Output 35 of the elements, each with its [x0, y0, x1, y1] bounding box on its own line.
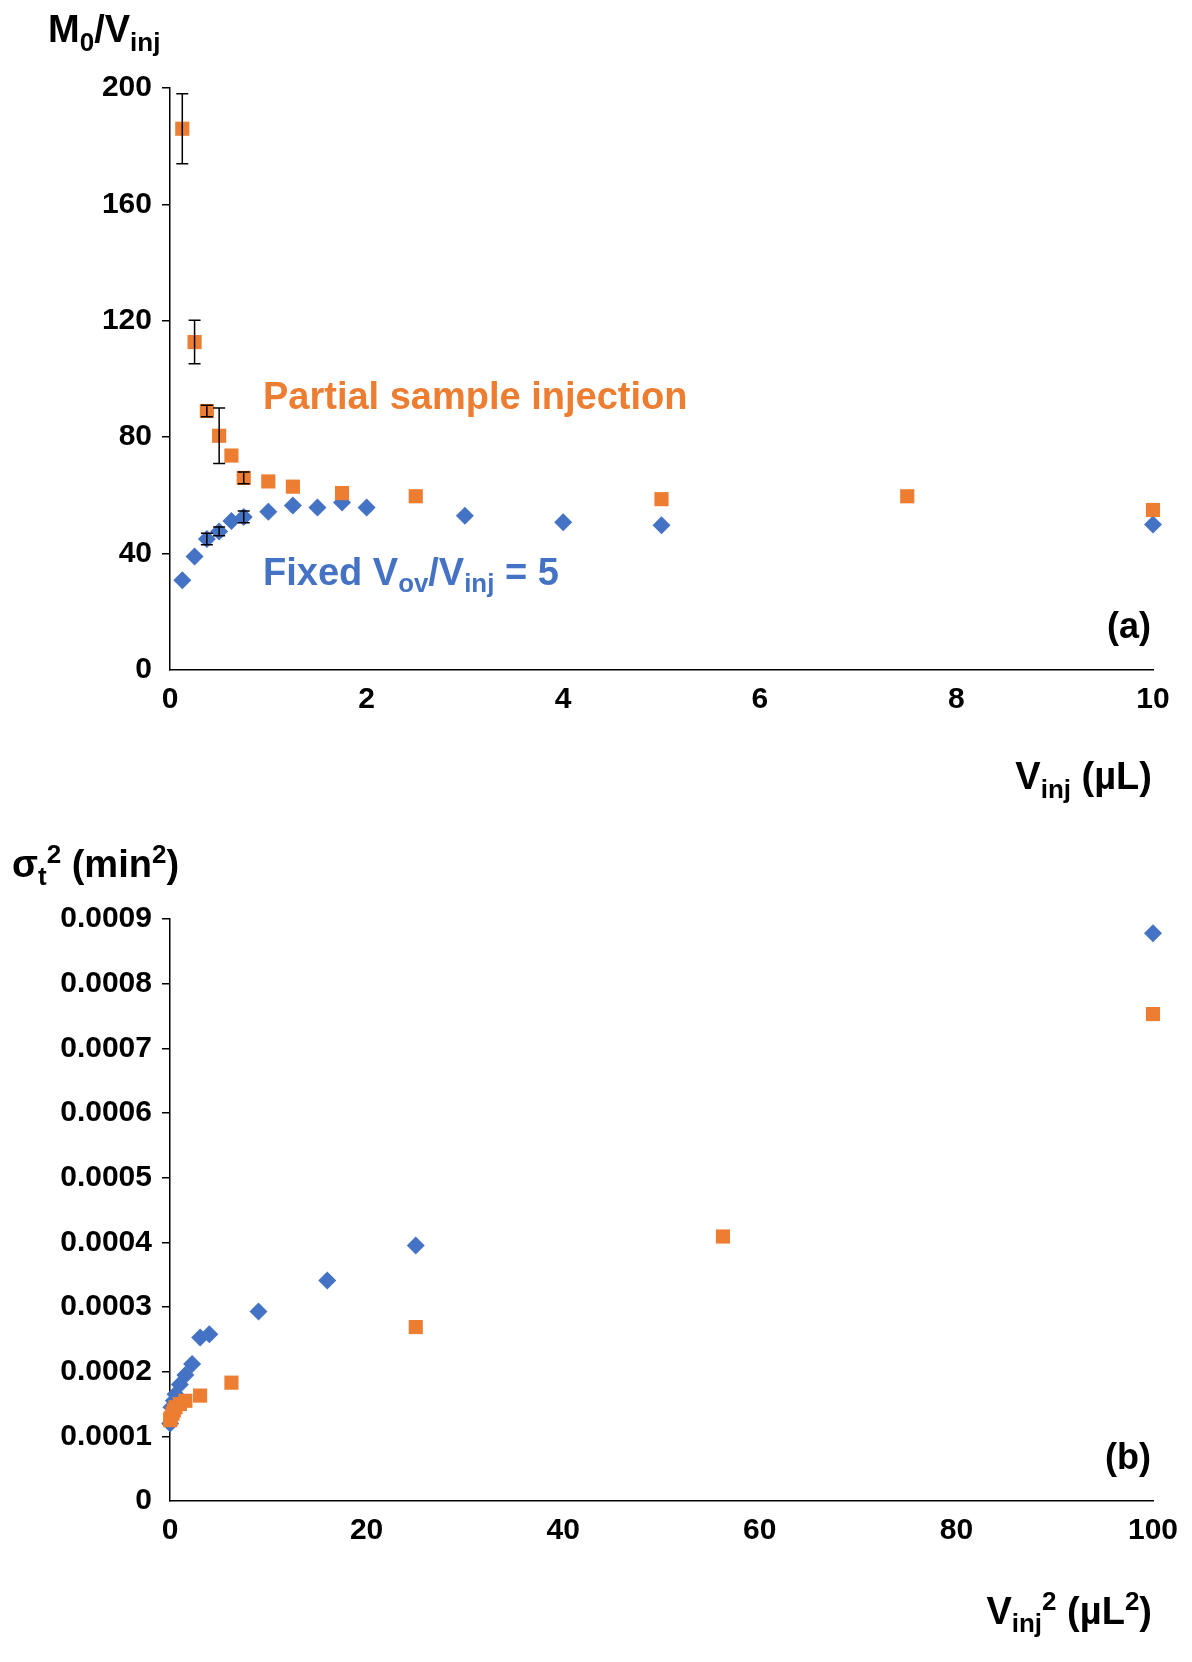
- x-tick-label: 0: [161, 681, 179, 715]
- x-tick-label: 80: [939, 1512, 974, 1546]
- x-tick-label: 100: [1127, 1512, 1179, 1546]
- x-axis-title: V$_{inj}$ (µL): [1015, 755, 1152, 805]
- y-tick-label: 160: [101, 185, 152, 219]
- x-tick-label: 40: [546, 1512, 580, 1546]
- y-axis-title: M$_{0}$/V$_{inj}$: [48, 8, 161, 58]
- y-tick-label: 0.0009: [60, 900, 152, 934]
- x-tick-label: 2: [358, 681, 375, 715]
- x-axis-title: V$_{inj}$$^{2}$ (µL$^{2}$): [986, 1586, 1152, 1640]
- y-tick-label: 80: [118, 418, 152, 452]
- x-tick-label: 8: [948, 681, 965, 715]
- x-tick-label: 4: [554, 681, 572, 715]
- y-tick-label: 0.0003: [60, 1288, 152, 1322]
- y-tick-label: 0.0007: [60, 1029, 152, 1063]
- y-tick-label: 0.0001: [60, 1417, 152, 1451]
- y-axis-title: σ$_{t}$$^{2}$ (min$^{2}$): [12, 839, 180, 893]
- y-tick-label: 0.0008: [60, 964, 152, 998]
- y-tick-label: 120: [101, 302, 152, 336]
- y-tick-label: 0.0002: [60, 1352, 152, 1386]
- y-tick-label: 200: [101, 69, 152, 103]
- y-tick-label: 0: [135, 651, 152, 685]
- annotation: (a): [1107, 604, 1151, 646]
- x-tick-label: 60: [743, 1512, 777, 1546]
- series-label: Partial sample injection: [263, 375, 688, 418]
- x-tick-label: 6: [751, 681, 769, 715]
- y-tick-label: 40: [118, 534, 152, 568]
- x-tick-label: 0: [161, 1512, 179, 1546]
- x-tick-label: 20: [349, 1512, 384, 1546]
- x-tick-label: 10: [1136, 681, 1170, 715]
- annotation: (b): [1105, 1435, 1151, 1477]
- y-tick-label: 0: [135, 1482, 152, 1516]
- y-tick-label: 0.0005: [60, 1158, 152, 1192]
- y-tick-label: 0.0004: [60, 1223, 153, 1257]
- y-tick-label: 0.0006: [60, 1094, 152, 1128]
